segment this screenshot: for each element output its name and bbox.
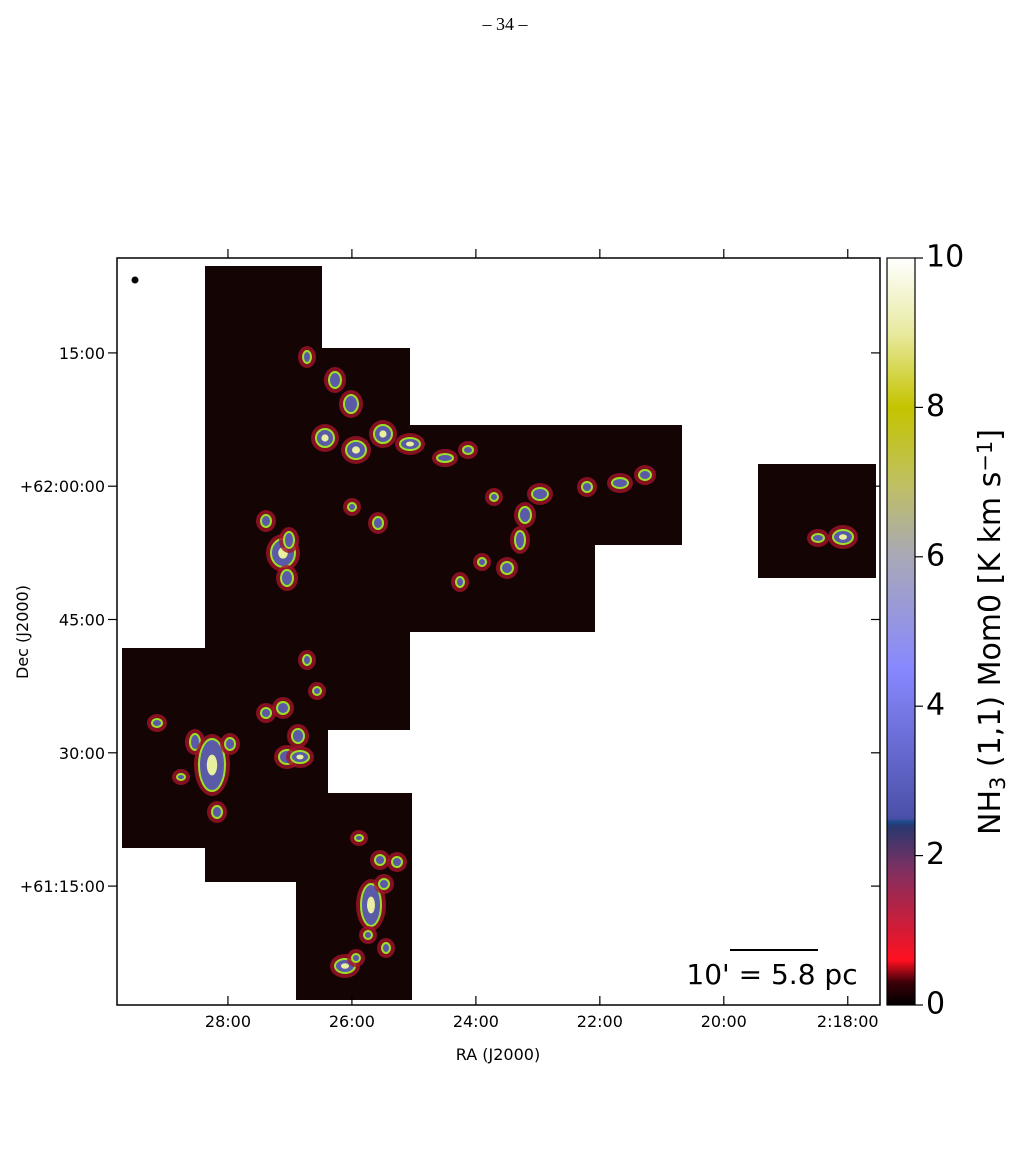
x-tick-label: 22:00 <box>577 1012 623 1031</box>
clump <box>581 481 593 493</box>
clump <box>518 506 532 524</box>
x-tick-label: 28:00 <box>205 1012 251 1031</box>
y-tick-label: 45:00 <box>59 611 105 630</box>
clump <box>328 371 342 389</box>
clump <box>260 707 272 719</box>
colorbar-label-part: (1,1) Mom0 [K km s <box>973 472 1008 777</box>
clump <box>477 557 487 567</box>
x-tick-label: 26:00 <box>329 1012 375 1031</box>
colorbar-label-part: 3 <box>986 777 1010 790</box>
clump <box>381 942 391 954</box>
clump <box>354 834 364 842</box>
y-tick-label: +61:15:00 <box>20 877 105 896</box>
colorbar-tick-label: 4 <box>926 688 945 723</box>
emission-clumps <box>147 346 858 978</box>
clump <box>347 502 357 512</box>
clump <box>211 805 223 819</box>
colorbar-label: NH3 (1,1) Mom0 [K km s−1] <box>973 429 1010 835</box>
colorbar <box>886 257 916 1006</box>
map <box>122 266 876 1000</box>
clump-core <box>839 534 847 540</box>
page-number: – 34 – <box>482 14 529 34</box>
clump <box>531 487 549 501</box>
y-tick-label: 30:00 <box>59 744 105 763</box>
colorbar-label-part: ] <box>973 429 1008 441</box>
clump <box>224 737 236 751</box>
clump-core <box>321 434 329 442</box>
y-tick-label: 15:00 <box>59 344 105 363</box>
clump <box>378 878 390 890</box>
clump-core <box>341 963 349 969</box>
x-tick-label: 24:00 <box>453 1012 499 1031</box>
clump <box>374 854 386 866</box>
clump <box>302 654 312 666</box>
clump <box>283 531 295 549</box>
clump-core <box>367 896 375 914</box>
clump <box>500 561 514 575</box>
colorbar-label-part: −1 <box>973 441 997 472</box>
clump-core <box>352 446 360 454</box>
colorbar-tick-label: 6 <box>926 538 945 573</box>
clump <box>638 469 652 481</box>
clump <box>611 477 629 489</box>
clump-core <box>406 441 414 447</box>
x-tick-label: 20:00 <box>701 1012 747 1031</box>
x-axis-label: RA (J2000) <box>456 1045 540 1064</box>
beam <box>131 276 139 284</box>
clump <box>363 930 373 940</box>
clump <box>462 445 474 455</box>
clump <box>372 516 384 530</box>
clump <box>312 686 322 696</box>
clump <box>260 514 272 528</box>
clump <box>176 773 186 781</box>
y-axis-label: Dec (J2000) <box>13 585 32 679</box>
x-tick-label: 2:18:00 <box>817 1012 879 1031</box>
clump-core <box>296 754 304 760</box>
clump <box>291 728 305 744</box>
clump <box>343 394 359 414</box>
clump-core <box>379 430 387 438</box>
clump <box>436 453 454 463</box>
clump <box>514 530 526 550</box>
colorbar-label-part: NH <box>973 790 1008 835</box>
clump-core <box>206 754 218 776</box>
scalebar-label: 10' = 5.8 pc <box>686 958 857 991</box>
clump <box>455 576 465 588</box>
clump <box>489 492 499 502</box>
clump <box>811 533 825 543</box>
colorbar-tick-label: 10 <box>926 240 964 275</box>
y-tick-label: +62:00:00 <box>20 477 105 496</box>
clump <box>276 701 290 715</box>
clump <box>351 953 361 963</box>
clump <box>391 856 403 868</box>
plot-frame <box>116 257 881 1006</box>
colorbar-tick-label: 2 <box>926 837 945 872</box>
clump <box>302 350 312 364</box>
colorbar-tick-label: 8 <box>926 389 945 424</box>
clump <box>151 718 163 728</box>
colorbar-tick-label: 0 <box>926 987 945 1022</box>
clump <box>280 569 294 587</box>
